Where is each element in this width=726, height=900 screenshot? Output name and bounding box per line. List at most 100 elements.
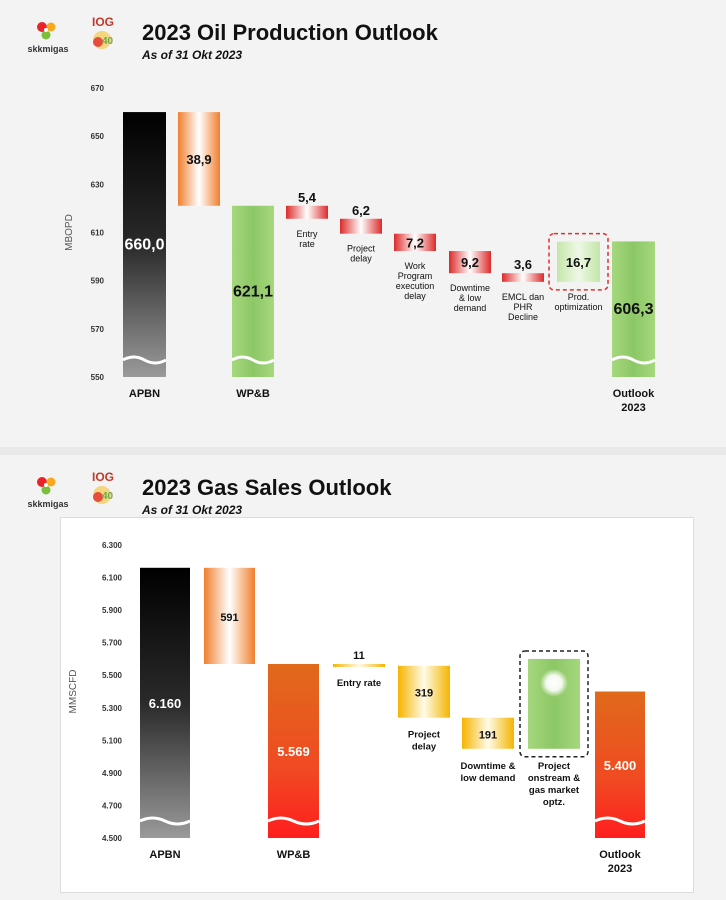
data-label: 191 (479, 729, 497, 741)
bar-increase (557, 241, 600, 282)
category-label: low demand (461, 773, 516, 784)
y-tick-label: 5.900 (102, 606, 123, 615)
category-label: Project (408, 730, 441, 741)
category-label: Entry (296, 229, 318, 239)
y-tick-label: 650 (91, 132, 105, 141)
chart-subtitle: As of 31 Okt 2023 (142, 503, 243, 517)
data-label: 5.569 (277, 744, 310, 759)
highlight-box (519, 650, 589, 758)
category-label: Project (347, 244, 376, 254)
category-label: APBN (129, 388, 160, 400)
bar-total-apbn (140, 567, 190, 838)
y-axis-label: MMSCFD (68, 670, 79, 714)
data-label: 6,2 (352, 203, 370, 218)
svg-text:IOG: IOG (92, 15, 114, 29)
bar-total-wp-b (268, 663, 319, 838)
category-label: gas market (529, 785, 580, 796)
chart-subtitle: As of 31 Okt 2023 (142, 48, 243, 62)
category-label: WP&B (236, 388, 270, 400)
gas-waterfall-chart: 4.500 4.700 4.900 5.100 5.300 5.500 5.700 5.900… (68, 541, 646, 875)
y-axis-label: MBOPD (64, 214, 75, 251)
category-label: 2023 (621, 402, 645, 414)
y-tick-label: 550 (91, 373, 105, 382)
bar-decrease (286, 205, 328, 219)
data-label: 660,0 (124, 237, 164, 254)
data-label: 319 (415, 688, 433, 700)
bar-total-apbn (123, 112, 166, 377)
skkmigas-logo-text: skkmigas (27, 499, 69, 509)
oil-panel: skkmigas IOG 40 2023 Oil Production Outl… (0, 0, 726, 447)
data-label: 38,9 (186, 152, 211, 167)
data-label: 606,3 (613, 301, 653, 318)
bar-decrease (398, 665, 450, 718)
data-label: 16,7 (566, 255, 591, 270)
svg-text:IOG: IOG (92, 470, 114, 484)
y-tick-label: 570 (91, 325, 105, 334)
data-label: 591 (220, 612, 238, 624)
data-label: 9,2 (461, 255, 479, 270)
y-tick-label: 630 (91, 180, 105, 189)
y-tick-label: 590 (91, 277, 105, 286)
y-tick-label: 4.700 (102, 801, 123, 810)
category-label: execution (396, 281, 435, 291)
bar-total-outlook-2023 (612, 241, 655, 377)
y-tick-label: 5.700 (102, 639, 123, 648)
category-label: Entry rate (337, 678, 381, 689)
category-label: Prod. (568, 292, 590, 302)
category-label: Program (398, 271, 433, 281)
category-label: onstream & (528, 773, 580, 784)
category-label: APBN (149, 849, 180, 861)
y-tick-label: 6.100 (102, 574, 123, 583)
data-label: 7,2 (406, 235, 424, 250)
category-label: delay (350, 254, 372, 264)
category-label: & low (459, 293, 482, 303)
iog-logo-icon: IOG 40 (92, 15, 114, 49)
oil-waterfall-chart: 550 570 590 610 630 650 670 MBOPD 660,0 APBN 38,9 6… (64, 84, 656, 414)
category-label: Outlook (613, 388, 655, 400)
category-label: optz. (543, 797, 565, 808)
y-tick-label: 5.500 (102, 671, 123, 680)
bar-decrease (394, 233, 436, 252)
y-tick-label: 670 (91, 84, 105, 93)
data-label: 11 (353, 650, 365, 662)
category-label: rate (299, 239, 315, 249)
skkmigas-logo-text: skkmigas (27, 44, 69, 54)
data-label: 5,4 (298, 190, 317, 205)
category-label: Project (538, 761, 571, 772)
data-label: 6.160 (149, 696, 182, 711)
data-label: 3,6 (514, 257, 532, 272)
y-tick-label: 5.100 (102, 736, 123, 745)
data-label: 621,1 (233, 283, 273, 300)
category-label: demand (454, 303, 487, 313)
chart-title: 2023 Gas Sales Outlook (142, 475, 392, 500)
y-tick-label: 4.500 (102, 834, 123, 843)
bar-decrease (462, 717, 514, 749)
data-label: 5.400 (604, 758, 637, 773)
category-label: Downtime & (461, 761, 516, 772)
category-label: delay (404, 291, 426, 301)
bar-decrease (333, 663, 385, 667)
highlight-box (548, 232, 609, 291)
category-label: Outlook (599, 849, 641, 861)
category-label: optimization (554, 302, 602, 312)
bar-decrease (502, 273, 544, 282)
skkmigas-logo-icon (37, 477, 56, 495)
svg-text:40: 40 (102, 36, 114, 47)
y-tick-label: 5.300 (102, 704, 123, 713)
bar-decrease (178, 112, 220, 206)
category-label: Decline (508, 312, 538, 322)
glow-icon (540, 668, 568, 697)
bar-total-wp-b (232, 205, 274, 377)
skkmigas-logo-icon (37, 22, 56, 40)
bar-decrease (340, 218, 382, 234)
bar-decrease (449, 251, 491, 274)
category-label: PHR (513, 302, 533, 312)
category-label: Work (405, 261, 426, 271)
gas-panel: skkmigas IOG 40 2023 Gas Sales Outlook A… (0, 455, 726, 900)
category-label: 2023 (608, 863, 632, 875)
category-label: WP&B (277, 849, 311, 861)
y-tick-label: 4.900 (102, 769, 123, 778)
y-tick-label: 6.300 (102, 541, 123, 550)
svg-text:40: 40 (102, 491, 114, 502)
iog-logo-icon: IOG 40 (92, 470, 114, 504)
